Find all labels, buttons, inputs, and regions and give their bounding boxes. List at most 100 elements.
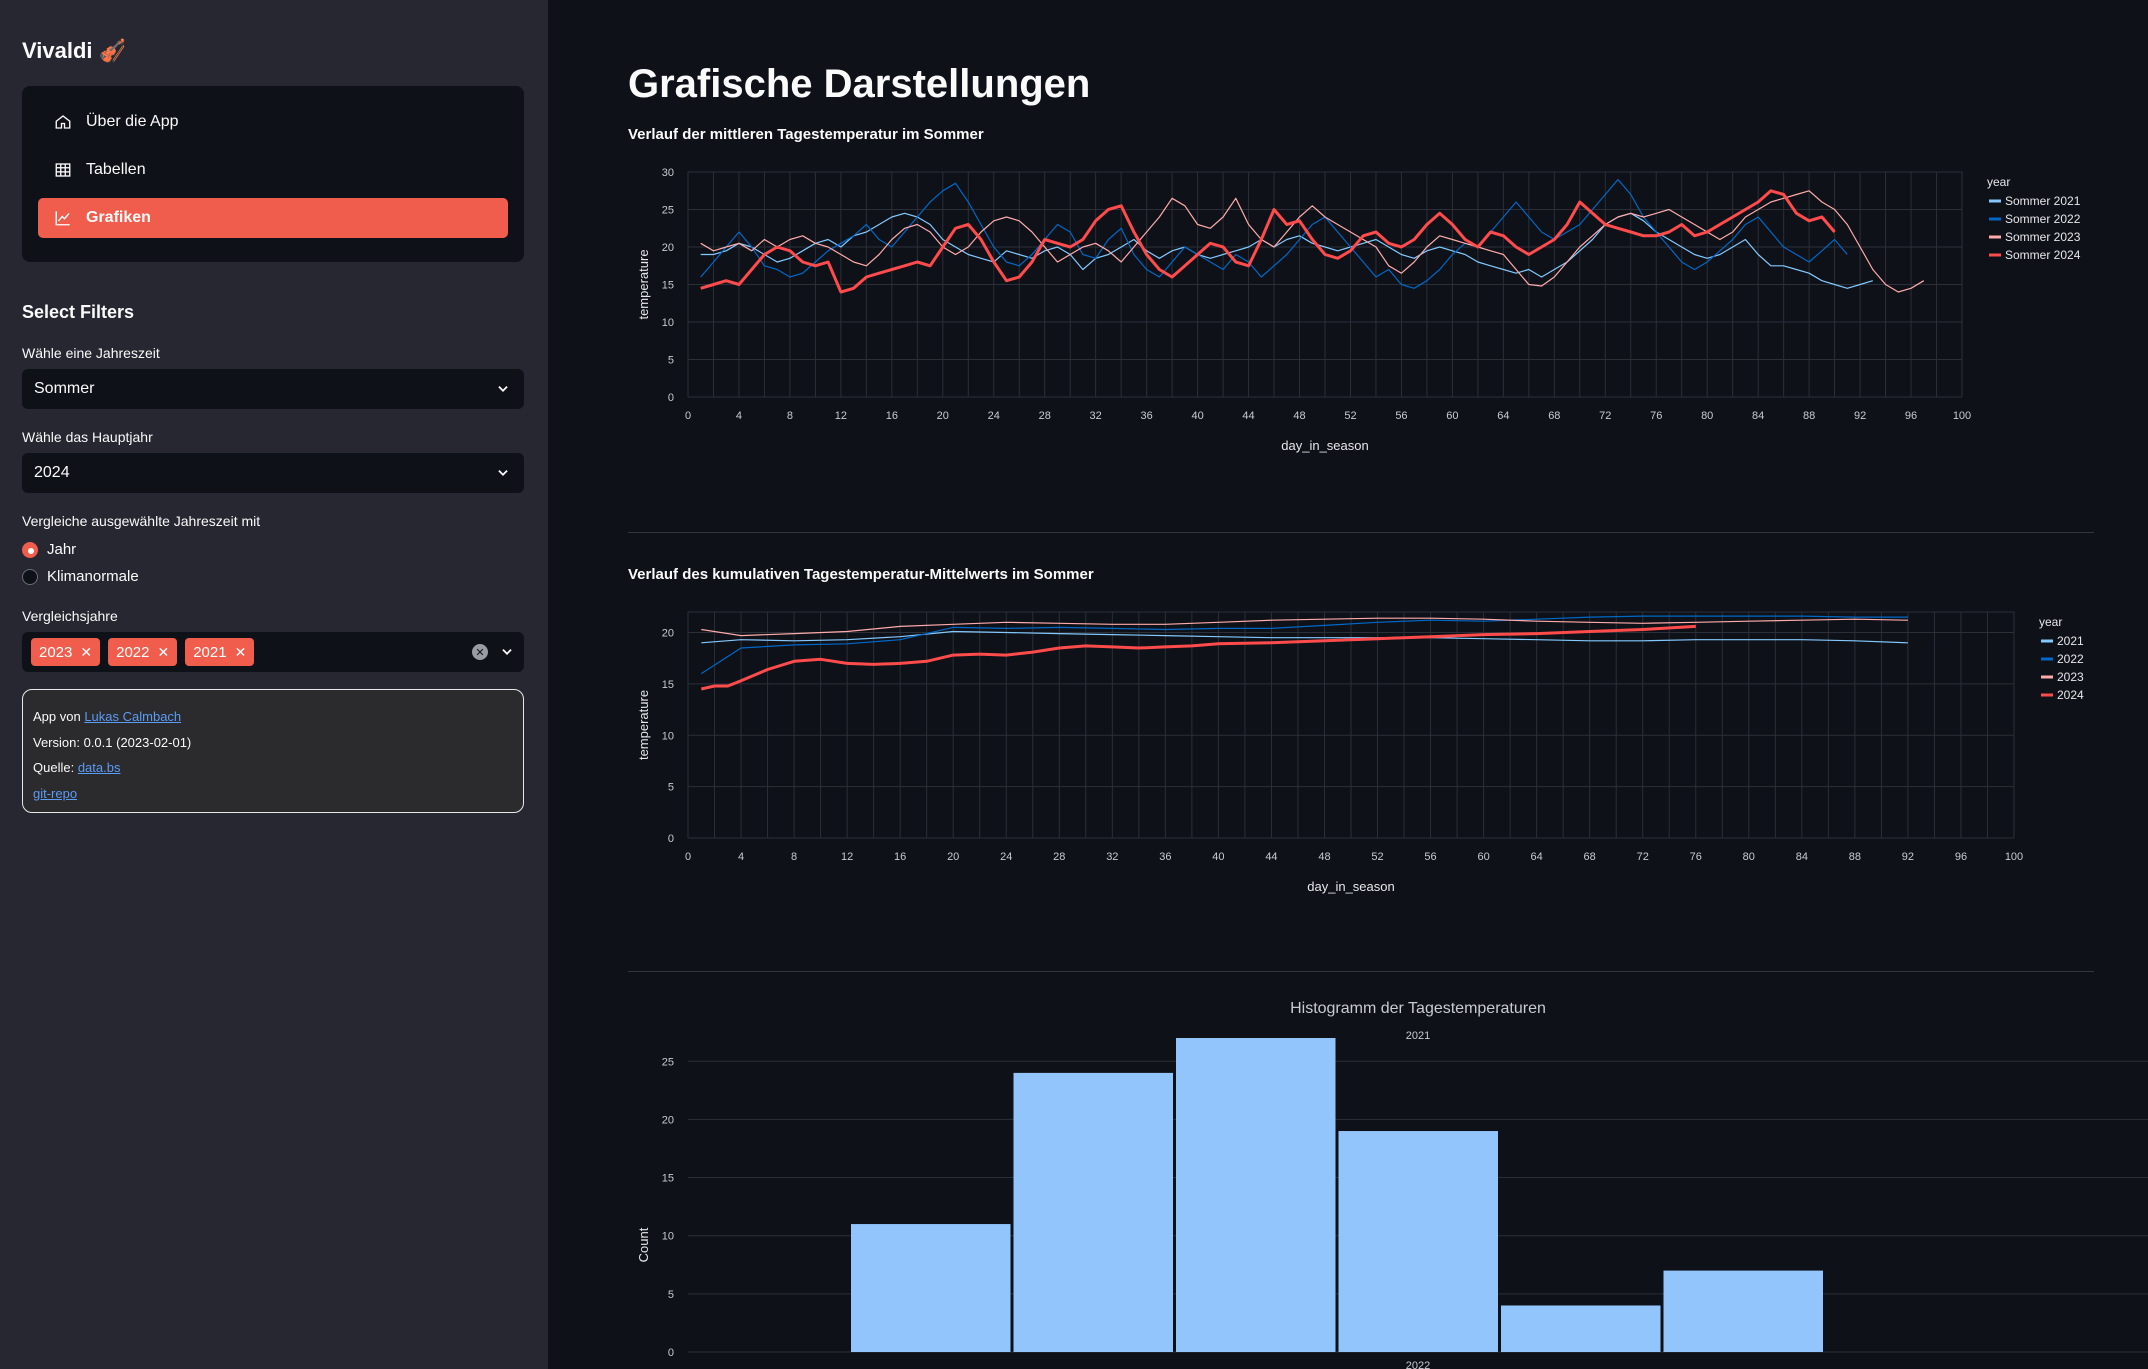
y-tick-label: 10 — [662, 1231, 674, 1243]
legend-entry[interactable]: 2023 — [2057, 670, 2084, 684]
season-select[interactable]: Sommer — [22, 369, 524, 409]
x-tick-label: 96 — [1955, 851, 1967, 863]
chart3-histogram[interactable]: Histogramm der Tagestemperaturen 2021 0 5 10… — [548, 990, 2148, 1369]
x-tick-label: 52 — [1344, 410, 1356, 422]
clear-all-icon[interactable]: ✕ — [472, 644, 488, 660]
legend-entry[interactable]: 2024 — [2057, 688, 2084, 702]
nav-item-ueber-die-app[interactable]: Über die App — [38, 102, 508, 142]
histogram-bar[interactable] — [1013, 1072, 1174, 1352]
author-link[interactable]: Lukas Calmbach — [84, 709, 182, 724]
chevron-down-icon[interactable] — [500, 645, 514, 659]
house-icon — [55, 115, 71, 129]
year-tag[interactable]: 2022 ✕ — [108, 638, 178, 666]
table-icon — [55, 163, 71, 177]
x-tick-label: 48 — [1318, 851, 1330, 863]
sidebar: Vivaldi 🎻 Über die App Tabellen Grafiken… — [0, 0, 548, 1369]
legend-entry[interactable]: Sommer 2023 — [2005, 230, 2081, 244]
radio-button[interactable] — [22, 541, 38, 558]
x-axis-label: day_in_season — [1281, 438, 1368, 453]
divider — [628, 532, 2094, 533]
x-tick-label: 84 — [1796, 851, 1808, 863]
x-tick-label: 0 — [685, 851, 691, 863]
y-tick-label: 5 — [668, 1289, 674, 1301]
series-line-sommer-2021[interactable] — [700, 212, 1873, 289]
x-tick-label: 88 — [1803, 410, 1815, 422]
series-line-2022[interactable] — [700, 615, 1908, 675]
histogram-bar[interactable] — [1338, 1131, 1499, 1352]
y-tick-label: 0 — [668, 392, 674, 404]
x-axis-label: day_in_season — [1307, 879, 1394, 894]
y-tick-label: 25 — [662, 205, 674, 217]
version-line: Version: 0.0.1 (2023-02-01) — [33, 734, 192, 750]
compare-label: Vergleiche ausgewählte Jahreszeit mit — [22, 513, 261, 529]
repo-line: git-repo — [33, 781, 513, 807]
chart1-title: Verlauf der mittleren Tagestemperatur im… — [628, 126, 984, 143]
source-link[interactable]: data.bs — [77, 760, 121, 775]
year-select[interactable]: 2024 — [22, 453, 524, 493]
year-value: 2024 — [34, 464, 70, 481]
chevron-down-icon — [498, 386, 508, 392]
y-tick-label: 15 — [662, 1173, 674, 1185]
legend-entry[interactable]: 2022 — [2057, 652, 2084, 666]
y-tick-label: 20 — [662, 1114, 674, 1126]
series-line-2024[interactable] — [700, 624, 1696, 691]
x-tick-label: 32 — [1106, 851, 1118, 863]
series-line-sommer-2024[interactable] — [700, 189, 1836, 294]
histogram-bar[interactable] — [1663, 1270, 1824, 1352]
histogram-bar[interactable] — [1176, 1038, 1336, 1352]
x-tick-label: 92 — [1902, 851, 1914, 863]
remove-tag-icon[interactable]: ✕ — [157, 643, 170, 660]
radio-button[interactable] — [22, 568, 38, 585]
histogram-bar[interactable] — [851, 1224, 1011, 1352]
x-tick-label: 40 — [1191, 410, 1203, 422]
series-line-2021[interactable] — [701, 630, 1908, 644]
x-tick-label: 28 — [1053, 851, 1065, 863]
source-line: Quelle: data.bs — [33, 755, 513, 781]
x-tick-label: 60 — [1446, 410, 1458, 422]
y-tick-label: 20 — [662, 628, 674, 640]
histogram-bar[interactable] — [1501, 1305, 1661, 1352]
x-tick-label: 40 — [1212, 851, 1224, 863]
x-tick-label: 100 — [1953, 410, 1971, 422]
legend-entry[interactable]: Sommer 2022 — [2005, 212, 2081, 226]
series-line-sommer-2023[interactable] — [700, 190, 1925, 293]
nav-item-grafiken[interactable]: Grafiken — [38, 198, 508, 238]
legend-entry[interactable]: 2021 — [2057, 634, 2084, 648]
histogram-subtitle: 2021 — [1406, 1030, 1430, 1042]
remove-tag-icon[interactable]: ✕ — [234, 643, 247, 660]
radio-klimanormale[interactable]: Klimanormale — [22, 568, 139, 585]
remove-tag-icon[interactable]: ✕ — [80, 643, 93, 660]
divider — [628, 971, 2094, 972]
nav-menu: Über die App Tabellen Grafiken — [22, 86, 524, 262]
page-title: Grafische Darstellungen — [628, 62, 1091, 106]
series-line-sommer-2022[interactable] — [700, 178, 1848, 289]
nav-item-tabellen[interactable]: Tabellen — [38, 150, 508, 190]
chart2-line-chart[interactable]: 0 4 8 12 16 20 24 28 32 36 40 44 48 52 56 60 64 68 72 76 80 8… — [548, 600, 2148, 900]
x-tick-label: 8 — [787, 410, 793, 422]
legend-entry[interactable]: Sommer 2021 — [2005, 194, 2081, 208]
source-prefix: Quelle: — [33, 760, 78, 775]
years-multiselect[interactable]: 2023 ✕ 2022 ✕ 2021 ✕ ✕ — [22, 632, 524, 672]
year-tag[interactable]: 2021 ✕ — [185, 638, 255, 666]
radio-jahr[interactable]: Jahr — [22, 541, 76, 558]
line-chart-icon — [55, 211, 70, 226]
legend-entry[interactable]: Sommer 2024 — [2005, 248, 2081, 262]
chart1-line-chart[interactable]: 0 4 8 12 16 20 24 28 32 36 40 44 48 52 56 60 64 68 72 76 80 8… — [548, 160, 2148, 480]
x-tick-label: 20 — [947, 851, 959, 863]
app-title-text: Vivaldi — [22, 38, 93, 63]
x-tick-label: 76 — [1650, 410, 1662, 422]
x-tick-label: 68 — [1548, 410, 1560, 422]
x-tick-label: 32 — [1090, 410, 1102, 422]
x-tick-label: 56 — [1424, 851, 1436, 863]
series-line-2023[interactable] — [701, 617, 1908, 637]
y-tick-label: 5 — [668, 355, 674, 367]
y-tick-label: 10 — [662, 317, 674, 329]
year-tag[interactable]: 2023 ✕ — [31, 638, 101, 666]
tag-label: 2023 — [39, 643, 73, 661]
x-tick-label: 72 — [1599, 410, 1611, 422]
repo-link[interactable]: git-repo — [33, 785, 78, 801]
x-tick-label: 4 — [738, 851, 744, 863]
radio-label: Klimanormale — [47, 568, 139, 585]
author-prefix: App von — [33, 709, 85, 724]
chevron-down-icon — [498, 470, 508, 476]
